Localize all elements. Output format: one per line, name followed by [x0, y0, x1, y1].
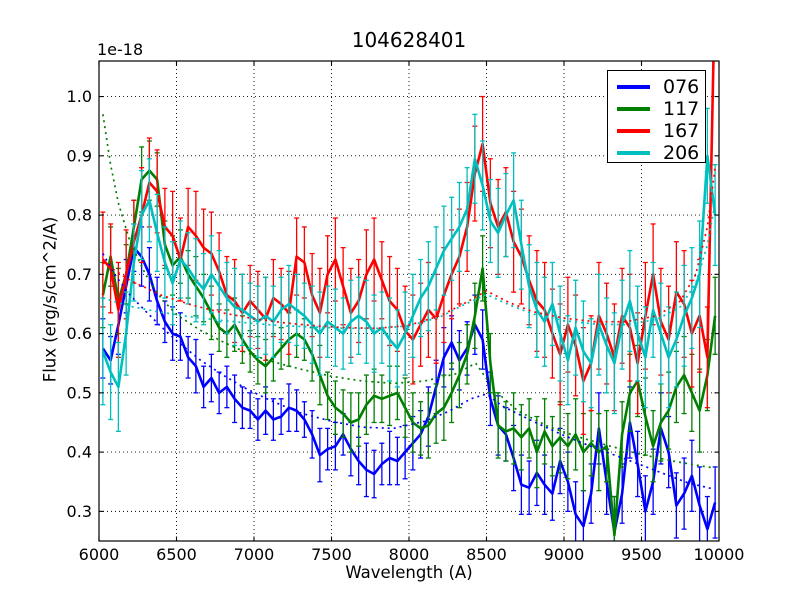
x-tick-label: 6500	[156, 545, 197, 564]
series-line-206	[101, 154, 717, 389]
series-line-117	[101, 169, 717, 537]
model-line-206-model	[102, 203, 716, 330]
legend: 076 117 167 206	[607, 70, 706, 163]
x-tick-label: 7500	[311, 545, 352, 564]
x-tick-label: 8000	[389, 545, 430, 564]
x-tick-label: 9000	[544, 545, 585, 564]
y-tick-label: 0.6	[67, 324, 92, 343]
x-axis-label: Wavelength (A)	[345, 563, 473, 582]
series-206	[100, 107, 718, 433]
legend-line-167	[617, 129, 650, 133]
x-tick-label: 6000	[79, 545, 120, 564]
y-tick-label: 0.7	[67, 265, 92, 284]
legend-label-076: 076	[663, 75, 700, 98]
legend-label-167: 167	[663, 119, 700, 142]
x-tick-label: 10000	[694, 545, 745, 564]
series-line-167	[101, 61, 715, 383]
y-tick-label: 0.5	[67, 383, 92, 402]
y-axis-label: Flux (erg/s/cm^2/A)	[40, 216, 60, 383]
legend-item-167: 167	[617, 120, 705, 142]
axis-ticks	[98, 61, 720, 541]
chart-title: 104628401	[351, 28, 467, 52]
y-tick-label: 1.0	[67, 87, 92, 106]
y-tick-label: 0.8	[67, 206, 92, 225]
y-axis-offset-label: 1e-18	[97, 40, 144, 59]
x-tick-label: 7000	[234, 545, 275, 564]
x-tick-label: 9500	[621, 545, 662, 564]
legend-line-117	[617, 107, 650, 111]
y-tick-label: 0.3	[67, 502, 92, 521]
legend-item-076: 076	[617, 76, 705, 98]
y-tick-label: 0.4	[67, 443, 92, 462]
legend-label-117: 117	[663, 97, 700, 120]
legend-line-076	[617, 85, 650, 89]
tick-labels: 6000 6500 7000 7500 8000 8500 9000 9500 10000 0.3…	[67, 87, 745, 564]
model-line-076-model	[102, 253, 716, 491]
legend-item-117: 117	[617, 98, 705, 120]
legend-line-206	[617, 151, 650, 155]
x-tick-label: 8500	[466, 545, 507, 564]
legend-item-206: 206	[617, 142, 705, 164]
y-tick-label: 0.9	[67, 146, 92, 165]
legend-label-206: 206	[663, 141, 700, 164]
